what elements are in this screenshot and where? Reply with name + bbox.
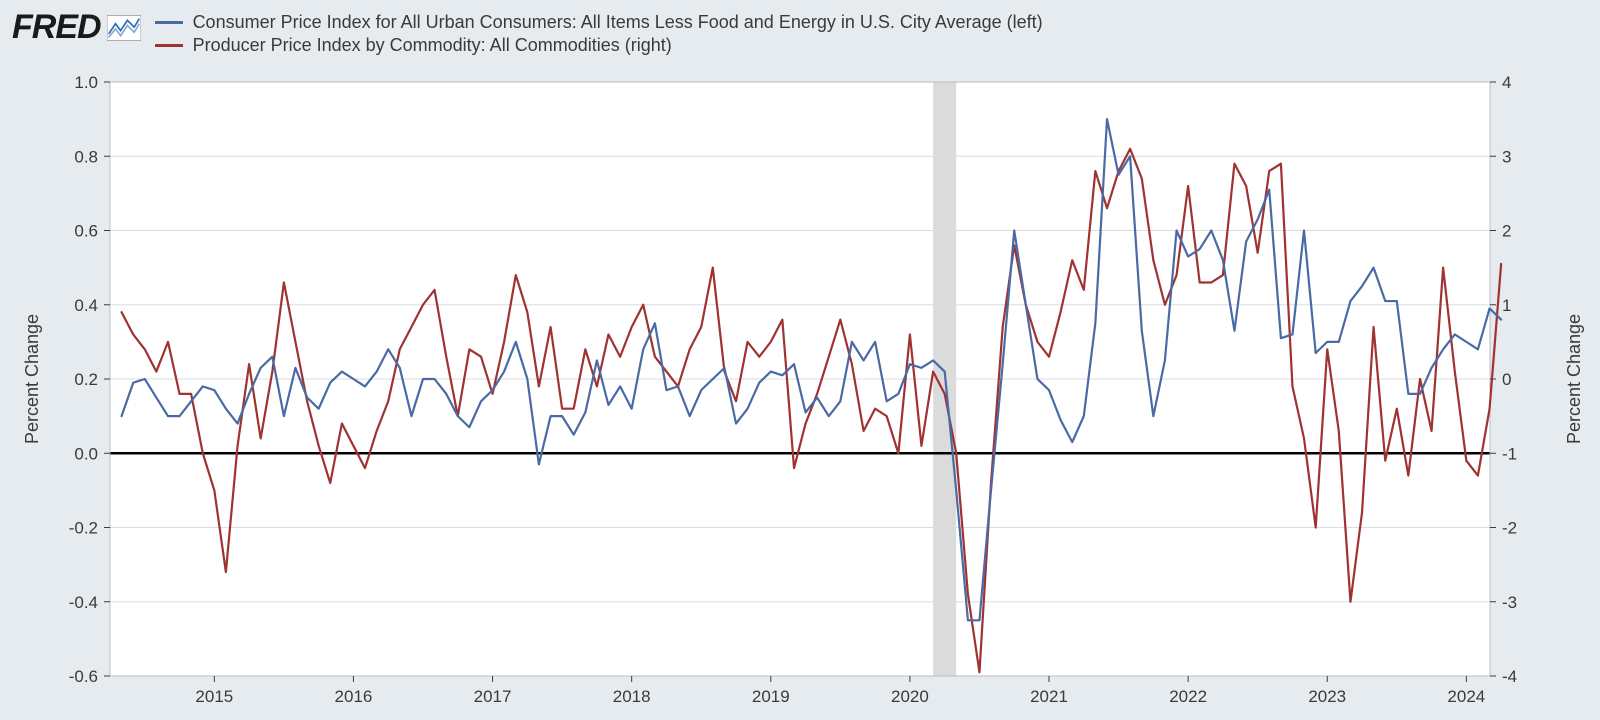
yr-tick-label: -2: [1502, 519, 1517, 538]
chart-svg: 2015 2016 2017 2018 2019 2020 2021 2022 2023 2024…: [0, 58, 1600, 720]
x-tick-label: 2024: [1447, 687, 1485, 706]
yr-tick-label: 4: [1502, 73, 1511, 92]
x-tick-label: 2022: [1169, 687, 1207, 706]
x-tick-label: 2019: [752, 687, 790, 706]
legend-label-cpi: Consumer Price Index for All Urban Consu…: [193, 12, 1043, 33]
fred-logo-text: FRED: [12, 8, 101, 47]
yr-tick-label: -1: [1502, 444, 1517, 463]
yr-tick-label: 3: [1502, 147, 1511, 166]
yr-tick-label: 0: [1502, 370, 1511, 389]
fred-logo: FRED: [12, 8, 141, 47]
fred-chart-icon: [107, 15, 141, 41]
x-tick-label: 2020: [891, 687, 929, 706]
yl-tick-label: -0.6: [69, 667, 98, 686]
yl-tick-label: 0.6: [74, 222, 98, 241]
legend-swatch-cpi: [155, 21, 183, 24]
x-tick-label: 2023: [1308, 687, 1346, 706]
yr-tick-label: -4: [1502, 667, 1517, 686]
yl-tick-label: 0.2: [74, 370, 98, 389]
yl-tick-label: 0.8: [74, 147, 98, 166]
chart-header: FRED Consumer Price Index for All Urban …: [0, 0, 1600, 56]
yr-tick-label: -3: [1502, 593, 1517, 612]
x-tick-label: 2015: [195, 687, 233, 706]
x-tick-label: 2016: [335, 687, 373, 706]
yr-axis-label: Percent Change: [1564, 314, 1584, 444]
yr-tick-label: 1: [1502, 296, 1511, 315]
yl-tick-label: -0.2: [69, 519, 98, 538]
chart-area[interactable]: 2015 2016 2017 2018 2019 2020 2021 2022 2023 2024…: [0, 58, 1600, 720]
x-tick-label: 2021: [1030, 687, 1068, 706]
legend-swatch-ppi: [155, 44, 183, 47]
yl-tick-label: 0.0: [74, 444, 98, 463]
yl-tick-label: -0.4: [69, 593, 98, 612]
chart-legend: Consumer Price Index for All Urban Consu…: [155, 8, 1043, 56]
yl-tick-label: 1.0: [74, 73, 98, 92]
yr-tick-label: 2: [1502, 222, 1511, 241]
yl-tick-label: 0.4: [74, 296, 98, 315]
x-tick-label: 2018: [613, 687, 651, 706]
yl-axis-label: Percent Change: [22, 314, 42, 444]
legend-item-ppi[interactable]: Producer Price Index by Commodity: All C…: [155, 35, 1043, 56]
x-tick-label: 2017: [474, 687, 512, 706]
legend-label-ppi: Producer Price Index by Commodity: All C…: [193, 35, 672, 56]
legend-item-cpi[interactable]: Consumer Price Index for All Urban Consu…: [155, 12, 1043, 33]
